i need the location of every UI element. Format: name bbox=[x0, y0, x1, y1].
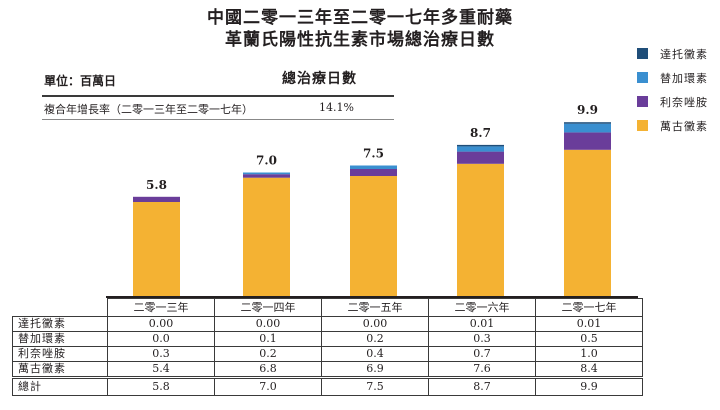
table-corner bbox=[12, 298, 108, 317]
legend-label: 萬古黴素 bbox=[660, 120, 708, 133]
stacked-bar-chart: 5.8 7.0 7.5 8.7 9.9 bbox=[133, 103, 611, 296]
table-row-tigecycline: 替加環素 0.0 0.1 0.2 0.3 0.5 bbox=[12, 331, 643, 347]
unit-label: 單位：百萬日 bbox=[44, 74, 117, 88]
cagr-label: 複合年增長率（二零一三年至二零一七年） bbox=[44, 103, 253, 116]
table-row-daptomycin: 達托黴素 0.00 0.00 0.00 0.01 0.01 bbox=[12, 316, 643, 332]
table-row-vancomycin: 萬古黴素 5.4 6.8 6.9 7.6 8.4 bbox=[12, 361, 643, 378]
table-cell: 0.2 bbox=[321, 331, 429, 347]
row-label: 利奈唑胺 bbox=[12, 346, 108, 362]
table-cell: 9.9 bbox=[535, 376, 643, 396]
bar-segment-linezolid bbox=[350, 169, 397, 176]
total-data-label: 8.7 bbox=[470, 126, 491, 140]
bar-segment-tigecycline bbox=[564, 123, 611, 133]
row-label: 萬古黴素 bbox=[12, 361, 108, 378]
bar-segment-linezolid bbox=[457, 151, 504, 164]
legend-swatch bbox=[637, 72, 648, 83]
table-cell: 0.3 bbox=[107, 346, 215, 362]
legend-swatch bbox=[637, 48, 648, 59]
table-cell: 7.6 bbox=[428, 361, 536, 378]
table-cell: 7.5 bbox=[321, 376, 429, 396]
bar-segment-tigecycline bbox=[350, 165, 397, 169]
table-cell: 0.4 bbox=[321, 346, 429, 362]
table-cell: 8.4 bbox=[535, 361, 643, 378]
x-tick-label: 二零一四年 bbox=[214, 298, 322, 317]
legend-label: 利奈唑胺 bbox=[660, 96, 708, 109]
legend-label: 替加環素 bbox=[660, 72, 708, 85]
bar-segment-tigecycline bbox=[243, 172, 290, 175]
table-cell: 0.0 bbox=[107, 331, 215, 347]
metric-header: 總治療日數 bbox=[282, 71, 357, 87]
table-cell: 0.00 bbox=[214, 316, 322, 332]
table-cell: 0.00 bbox=[321, 316, 429, 332]
table-cell: 0.3 bbox=[428, 331, 536, 347]
table-cell: 0.1 bbox=[214, 331, 322, 347]
header-rule bbox=[42, 95, 294, 97]
chart-baseline bbox=[106, 296, 638, 298]
table-cell: 0.01 bbox=[428, 316, 536, 332]
row-label: 替加環素 bbox=[12, 331, 108, 347]
x-tick-label: 二零一六年 bbox=[428, 298, 536, 317]
bar-segment-vancomycin bbox=[457, 163, 504, 296]
table-cell: 0.7 bbox=[428, 346, 536, 362]
table-cell: 0.00 bbox=[107, 316, 215, 332]
x-tick-label: 二零一七年 bbox=[535, 298, 643, 317]
chart-title-line2: 革蘭氏陽性抗生素市場總治療日數 bbox=[225, 30, 495, 50]
row-label: 總計 bbox=[12, 376, 108, 396]
row-label: 達托黴素 bbox=[12, 316, 108, 332]
cagr-rule bbox=[42, 119, 394, 120]
bar-segment-linezolid bbox=[133, 196, 180, 202]
legend-swatch bbox=[637, 120, 648, 131]
total-data-label: 5.8 bbox=[146, 178, 167, 192]
bar-segment-vancomycin bbox=[564, 149, 611, 296]
bar-segment-vancomycin bbox=[243, 177, 290, 296]
bar-segment-daptomycin bbox=[457, 144, 504, 147]
header-rule-right bbox=[294, 95, 394, 97]
total-data-label: 9.9 bbox=[577, 103, 598, 117]
x-tick-label: 二零一五年 bbox=[321, 298, 429, 317]
data-table: 二零一三年 二零一四年 二零一五年 二零一六年 二零一七年 達托黴素 0.00 0.00 0.0… bbox=[12, 298, 643, 396]
table-cell: 6.8 bbox=[214, 361, 322, 378]
table-cell: 8.7 bbox=[428, 376, 536, 396]
table-cell: 7.0 bbox=[214, 376, 322, 396]
bar-segment-vancomycin bbox=[350, 175, 397, 296]
x-tick-label: 二零一三年 bbox=[107, 298, 215, 317]
legend-label: 達托黴素 bbox=[660, 48, 708, 61]
table-row-total: 總計 5.8 7.0 7.5 8.7 9.9 bbox=[12, 376, 643, 396]
bar-segment-linezolid bbox=[564, 132, 611, 150]
total-data-label: 7.0 bbox=[256, 154, 277, 168]
table-cell: 0.01 bbox=[535, 316, 643, 332]
bar-segment-vancomycin bbox=[133, 202, 180, 296]
chart-title-line1: 中國二零一三年至二零一七年多重耐藥 bbox=[207, 8, 513, 28]
table-row-linezolid: 利奈唑胺 0.3 0.2 0.4 0.7 1.0 bbox=[12, 346, 643, 362]
table-cell: 5.8 bbox=[107, 376, 215, 396]
cagr-value: 14.1% bbox=[319, 101, 354, 114]
bar-segment-tigecycline bbox=[457, 146, 504, 152]
table-cell: 5.4 bbox=[107, 361, 215, 378]
bar-segment-daptomycin bbox=[564, 122, 611, 124]
table-cell: 0.2 bbox=[214, 346, 322, 362]
bar-segment-linezolid bbox=[243, 174, 290, 178]
table-cell: 0.5 bbox=[535, 331, 643, 347]
total-data-label: 7.5 bbox=[363, 147, 384, 161]
legend-swatch bbox=[637, 96, 648, 107]
table-cell: 6.9 bbox=[321, 361, 429, 378]
table-cell: 1.0 bbox=[535, 346, 643, 362]
